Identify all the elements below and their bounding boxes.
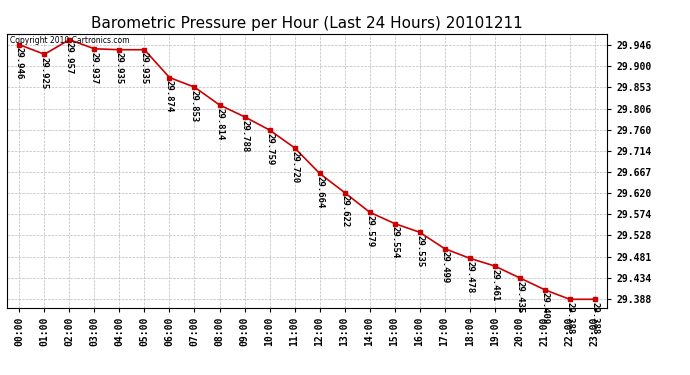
Text: 29.957: 29.957 bbox=[65, 42, 74, 75]
Text: 29.478: 29.478 bbox=[465, 261, 474, 293]
Text: 29.664: 29.664 bbox=[315, 176, 324, 209]
Text: 29.874: 29.874 bbox=[165, 80, 174, 112]
Text: 29.535: 29.535 bbox=[415, 235, 424, 267]
Text: 29.788: 29.788 bbox=[240, 120, 249, 152]
Title: Barometric Pressure per Hour (Last 24 Hours) 20101211: Barometric Pressure per Hour (Last 24 Ho… bbox=[91, 16, 523, 31]
Text: 29.759: 29.759 bbox=[265, 133, 274, 165]
Text: 29.853: 29.853 bbox=[190, 90, 199, 122]
Text: Copyright 2010 Cartronics.com: Copyright 2010 Cartronics.com bbox=[10, 36, 130, 45]
Text: 29.409: 29.409 bbox=[540, 292, 549, 325]
Text: 29.935: 29.935 bbox=[115, 53, 124, 85]
Text: 29.925: 29.925 bbox=[40, 57, 49, 89]
Text: 29.579: 29.579 bbox=[365, 215, 374, 247]
Text: 29.461: 29.461 bbox=[490, 269, 499, 301]
Text: 29.622: 29.622 bbox=[340, 195, 349, 228]
Text: 29.554: 29.554 bbox=[390, 226, 399, 259]
Text: 29.388: 29.388 bbox=[565, 302, 574, 334]
Text: 29.935: 29.935 bbox=[140, 53, 149, 85]
Text: 29.720: 29.720 bbox=[290, 151, 299, 183]
Text: 29.388: 29.388 bbox=[590, 302, 599, 334]
Text: 29.814: 29.814 bbox=[215, 108, 224, 140]
Text: 29.937: 29.937 bbox=[90, 52, 99, 84]
Text: 29.946: 29.946 bbox=[15, 48, 24, 80]
Text: 29.499: 29.499 bbox=[440, 251, 449, 284]
Text: 29.435: 29.435 bbox=[515, 280, 524, 313]
